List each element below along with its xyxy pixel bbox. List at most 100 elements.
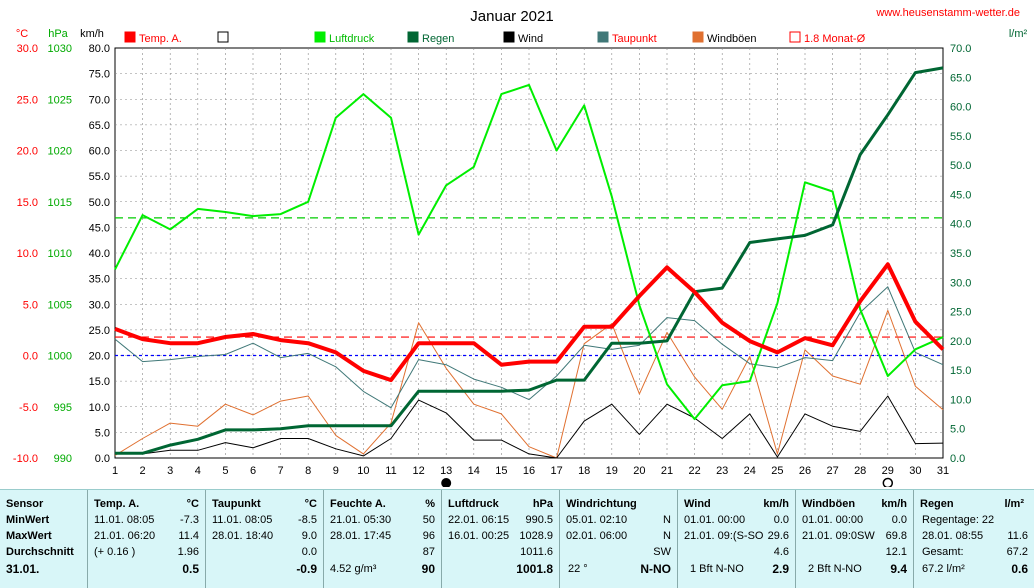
- grid: [114, 47, 944, 459]
- x-tick-label: 28: [854, 465, 866, 477]
- windboeen-avg: 12.1: [885, 546, 907, 558]
- legend-swatch: [407, 31, 419, 43]
- wind-tick-label: 0.0: [95, 453, 110, 465]
- windrichtung-column: Windrichtung 05.01. 02:10 N 02.01. 06:00 N…: [560, 490, 678, 588]
- chart-title: Januar 2021: [470, 8, 553, 25]
- feuchte-column: Feuchte A.% 21.01. 05:30 50 28.01. 17:45 9…: [324, 490, 442, 588]
- feuchte-max-time: 28.01. 17:45: [330, 530, 392, 542]
- luftdruck-avg: 1011.6: [520, 546, 553, 558]
- x-tick-label: 31: [937, 465, 949, 477]
- windrichtung-max: N: [663, 530, 671, 542]
- feuchte-avg: 87: [422, 546, 435, 558]
- luftdruck-min-time: 22.01. 06:15: [448, 514, 510, 526]
- pressure-tick-label: 1020: [48, 146, 72, 158]
- temp-tick-label: 10.0: [17, 248, 38, 260]
- pressure-tick-label: 1005: [48, 299, 72, 311]
- temp-min: -7.3: [180, 514, 199, 526]
- temp-tick-label: 0.0: [23, 351, 38, 363]
- regen-days: Regentage: 22: [922, 514, 995, 526]
- feuchte-min: 50: [422, 514, 435, 526]
- feuchte-today: 90: [421, 562, 435, 576]
- legend-label: 1.8 Monat-Ø: [804, 33, 866, 45]
- temp-avg-note: (+ 0.16 ): [94, 546, 136, 558]
- rain-tick-label: 35.0: [950, 248, 971, 260]
- windboeen-min-time: 01.01. 00:00: [802, 514, 864, 526]
- temp-max: 11.4: [178, 530, 199, 542]
- x-tick-label: 29: [882, 465, 894, 477]
- rain-tick-label: 60.0: [950, 102, 971, 114]
- maxwert-label: MaxWert: [6, 530, 52, 542]
- x-tick-label: 12: [412, 465, 424, 477]
- durchschnitt-label: Durchschnitt: [6, 546, 74, 558]
- temp-header: Temp. A.: [94, 498, 140, 510]
- legend-label: Regen: [422, 33, 454, 45]
- windboeen-header: Windböen: [802, 498, 856, 510]
- wind-tick-label: 75.0: [89, 69, 110, 81]
- rain-tick-label: 65.0: [950, 72, 971, 84]
- x-tick-label: 3: [167, 465, 173, 477]
- pressure-tick-label: 1015: [48, 197, 72, 209]
- rain-tick-label: 40.0: [950, 219, 971, 231]
- series-line-taupunkt: [114, 286, 944, 409]
- wind-unit: km/h: [763, 498, 789, 510]
- wind-tick-label: 10.0: [89, 402, 110, 414]
- x-tick-label: 20: [633, 465, 645, 477]
- wind-tick-label: 50.0: [89, 197, 110, 209]
- new-moon-icon: [441, 478, 452, 487]
- site-link[interactable]: www.heusenstamm-wetter.de: [875, 7, 1020, 19]
- x-tick-label: 25: [771, 465, 783, 477]
- sensor-column: Sensor MinWert MaxWert Durchschnitt 31.0…: [0, 490, 88, 588]
- series-line-luftdruck: [114, 83, 944, 421]
- rain-tick-label: 70.0: [950, 43, 971, 55]
- wind-tick-label: 55.0: [89, 171, 110, 183]
- windrichtung-deg: 22 °: [568, 563, 588, 575]
- unit-rain-label: l/m²: [1009, 28, 1028, 40]
- x-tick-label: 17: [550, 465, 562, 477]
- windrichtung-min-time: 05.01. 02:10: [566, 514, 628, 526]
- wind-max-time: 21.01. 09:(S-SO: [684, 530, 764, 542]
- taupunkt-avg: 0.0: [301, 546, 317, 558]
- windboeen-max: 69.8: [885, 530, 907, 542]
- unit-wind-label: km/h: [80, 28, 104, 40]
- date-label: 31.01.: [6, 562, 40, 576]
- taupunkt-unit: °C: [304, 498, 317, 510]
- windboeen-column: Windböen km/h 01.01. 00:00 0.0 21.01. 09:0…: [796, 490, 914, 588]
- luftdruck-max: 1028.9: [519, 530, 553, 542]
- windrichtung-header: Windrichtung: [566, 498, 637, 510]
- wind-today: 2.9: [772, 562, 789, 576]
- x-tick-label: 18: [578, 465, 590, 477]
- series-line-regen: [115, 66, 944, 455]
- temp-tick-label: 30.0: [17, 43, 38, 55]
- x-tick-label: 22: [688, 465, 700, 477]
- x-tick-label: 21: [661, 465, 673, 477]
- full-moon-icon: [882, 477, 894, 487]
- legend-label: Wind: [518, 33, 543, 45]
- temp-tick-label: 15.0: [17, 197, 38, 209]
- windrichtung-min: N: [663, 514, 671, 526]
- wind-header: Wind: [684, 498, 711, 510]
- regen-total-label: Gesamt:: [922, 546, 964, 558]
- temp-column: Temp. A. °C 11.01. 08:05 -7.3 21.01. 06:20…: [88, 490, 206, 588]
- x-tick-label: 4: [195, 465, 201, 477]
- legend-label: Taupunkt: [612, 33, 657, 45]
- temp-today: 0.5: [182, 562, 199, 576]
- x-tick-label: 13: [440, 465, 452, 477]
- rain-tick-label: 0.0: [950, 453, 965, 465]
- series-group: [114, 66, 945, 459]
- wind-tick-label: 35.0: [89, 274, 110, 286]
- rain-tick-label: 55.0: [950, 131, 971, 143]
- legend-label: Temp. A.: [139, 33, 182, 45]
- legend-swatch: [314, 31, 326, 43]
- minwert-label: MinWert: [6, 514, 50, 526]
- windboeen-bft: 2 Bft N-NO: [808, 563, 862, 575]
- windboeen-max-time: 21.01. 09:0SW: [802, 530, 875, 542]
- luftdruck-unit: hPa: [532, 498, 553, 510]
- rain-tick-label: 25.0: [950, 307, 971, 319]
- regen-max: 11.6: [1007, 530, 1028, 542]
- x-tick-label: 9: [333, 465, 339, 477]
- x-tick-label: 10: [357, 465, 369, 477]
- rain-tick-label: 45.0: [950, 189, 971, 201]
- wind-tick-label: 70.0: [89, 94, 110, 106]
- windrichtung-avg: SW: [653, 546, 671, 558]
- x-tick-label: 7: [278, 465, 284, 477]
